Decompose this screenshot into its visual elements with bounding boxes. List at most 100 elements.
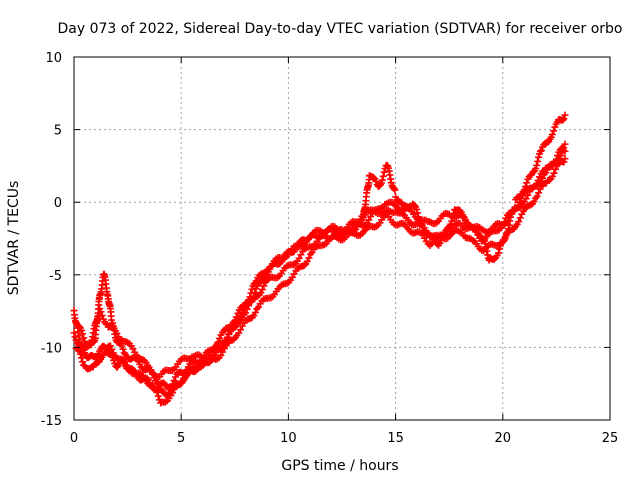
- data-point: [76, 350, 84, 358]
- data-point: [78, 326, 86, 334]
- data-point: [226, 327, 234, 335]
- data-point: [234, 309, 242, 317]
- data-point: [378, 176, 386, 184]
- data-point: [550, 169, 558, 177]
- data-point: [248, 285, 256, 293]
- data-point: [522, 195, 530, 203]
- data-point: [380, 168, 388, 176]
- data-point: [243, 305, 251, 313]
- y-tick-label: -15: [41, 414, 62, 429]
- data-point: [490, 255, 498, 263]
- data-point: [537, 146, 545, 154]
- data-point: [113, 363, 121, 371]
- data-point: [300, 261, 308, 269]
- data-point: [411, 202, 419, 210]
- data-point: [535, 189, 543, 197]
- data-point: [520, 186, 528, 194]
- data-point: [515, 218, 523, 226]
- data-point: [534, 157, 542, 165]
- data-point: [548, 172, 556, 180]
- data-point: [80, 334, 88, 342]
- x-tick-label: 25: [602, 431, 619, 446]
- data-point: [108, 345, 116, 353]
- data-point: [169, 389, 177, 397]
- x-tick-label: 10: [280, 431, 297, 446]
- data-point: [79, 330, 87, 338]
- data-point: [219, 348, 227, 356]
- data-point: [106, 342, 114, 350]
- data-point: [495, 249, 503, 257]
- data-point: [252, 277, 260, 285]
- data-point: [245, 302, 253, 310]
- data-point: [153, 388, 161, 396]
- data-point: [237, 326, 245, 334]
- y-tick-label: -5: [49, 269, 62, 284]
- data-point: [535, 153, 543, 161]
- data-point: [536, 147, 544, 155]
- x-tick-label: 0: [70, 431, 78, 446]
- y-tick-label: -10: [41, 341, 62, 356]
- data-point: [539, 174, 547, 182]
- data-point: [560, 146, 568, 154]
- data-point: [79, 358, 87, 366]
- series-sat-b: [74, 111, 569, 393]
- y-axis-label: SDTVAR / TECUs: [6, 181, 22, 296]
- data-point: [154, 392, 162, 400]
- data-point: [560, 158, 568, 166]
- data-point: [70, 329, 78, 337]
- data-layer: [70, 111, 569, 407]
- y-tick-label: 5: [54, 124, 62, 139]
- data-point: [523, 179, 531, 187]
- data-point: [551, 165, 559, 173]
- data-point: [247, 289, 255, 297]
- series-sat-c: [70, 146, 569, 381]
- ticks: 0 5 10 15 20 25 -15 -10 -5 0 5 10: [41, 51, 619, 446]
- x-tick-label: 15: [387, 431, 404, 446]
- data-point: [533, 192, 541, 200]
- data-point: [533, 161, 541, 169]
- data-point: [119, 345, 127, 353]
- data-point: [370, 174, 378, 182]
- data-point: [225, 330, 233, 338]
- data-point: [160, 379, 168, 387]
- data-point: [372, 177, 380, 185]
- data-point: [550, 127, 558, 135]
- data-point: [175, 381, 183, 389]
- x-tick-label: 20: [495, 431, 512, 446]
- x-tick-label: 5: [177, 431, 185, 446]
- data-point: [561, 140, 569, 148]
- data-point: [391, 186, 399, 194]
- data-point: [71, 333, 79, 341]
- data-point: [257, 289, 265, 297]
- data-point: [548, 130, 556, 138]
- data-point: [559, 116, 567, 124]
- data-point: [295, 254, 303, 262]
- data-point: [258, 286, 266, 294]
- chart-title: Day 073 of 2022, Sidereal Day-to-day VTE…: [58, 21, 623, 37]
- data-point: [448, 217, 456, 225]
- data-point: [542, 169, 550, 177]
- data-point: [501, 234, 509, 242]
- data-point: [561, 147, 569, 155]
- data-point: [521, 183, 529, 191]
- data-point: [98, 311, 106, 319]
- data-point: [242, 309, 250, 317]
- data-point: [413, 205, 421, 213]
- data-point: [260, 282, 268, 290]
- x-axis-label: GPS time / hours: [281, 458, 398, 474]
- data-point: [560, 115, 568, 123]
- data-point: [414, 209, 422, 217]
- data-point: [530, 197, 538, 205]
- data-point: [561, 111, 569, 119]
- data-point: [561, 155, 569, 163]
- y-tick-label: 0: [54, 196, 62, 211]
- data-point: [516, 214, 524, 222]
- data-point: [305, 254, 313, 262]
- data-point: [545, 176, 553, 184]
- data-point: [419, 223, 427, 231]
- y-tick-label: 10: [45, 51, 62, 66]
- data-point: [78, 354, 86, 362]
- data-point: [379, 172, 387, 180]
- data-point: [170, 377, 178, 385]
